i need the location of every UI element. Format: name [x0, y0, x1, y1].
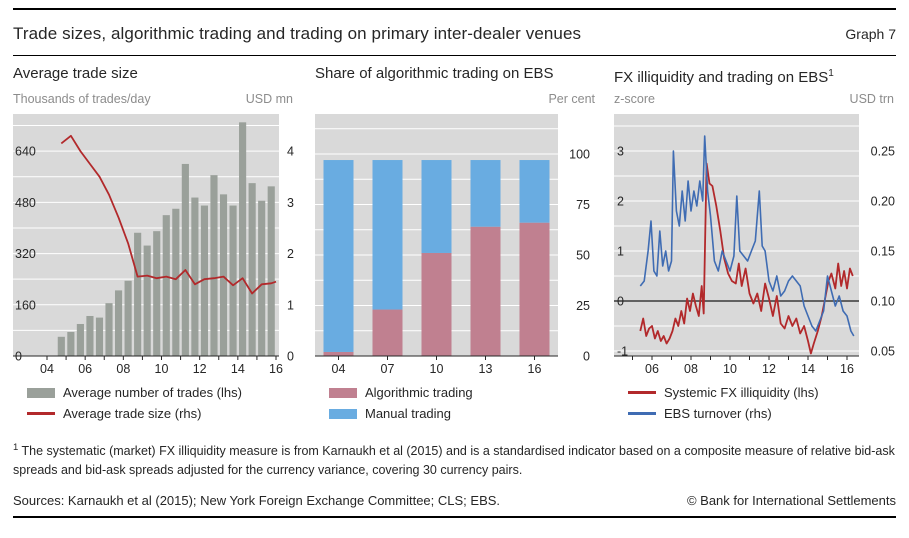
- svg-text:50: 50: [576, 248, 590, 262]
- panel-average-trade-size: Average trade size Thousands of trades/d…: [13, 64, 295, 424]
- copyright-text: © Bank for International Settlements: [686, 493, 896, 508]
- svg-text:160: 160: [15, 298, 36, 312]
- panel-fx-illiquidity: FX illiquidity and trading on EBS1 z-sco…: [614, 64, 896, 424]
- blue-bar-swatch-icon: [329, 408, 357, 419]
- axis-units-row: Per cent: [315, 92, 597, 110]
- legend-item: Systemic FX illiquidity (lhs): [628, 382, 896, 403]
- bottom-rule: [13, 516, 896, 518]
- title-divider: [13, 55, 896, 56]
- panel-title: Average trade size: [13, 65, 138, 82]
- left-axis-unit: z-score: [614, 92, 655, 106]
- svg-text:10: 10: [430, 362, 444, 376]
- svg-text:0.20: 0.20: [871, 195, 895, 209]
- right-axis-unit: Per cent: [548, 92, 595, 106]
- svg-text:12: 12: [762, 362, 776, 376]
- legend: Average number of trades (lhs) Average t…: [13, 382, 295, 424]
- legend-label: Systemic FX illiquidity (lhs): [664, 385, 819, 400]
- gray-bar-swatch-icon: [27, 387, 55, 398]
- svg-text:-1: -1: [617, 345, 628, 359]
- graph-number: Graph 7: [845, 26, 896, 42]
- svg-text:08: 08: [684, 362, 698, 376]
- svg-text:07: 07: [381, 362, 395, 376]
- svg-text:0.10: 0.10: [871, 295, 895, 309]
- svg-text:1: 1: [617, 245, 624, 259]
- legend-item: Average number of trades (lhs): [27, 382, 295, 403]
- svg-text:12: 12: [193, 362, 207, 376]
- svg-text:16: 16: [269, 362, 283, 376]
- svg-text:640: 640: [15, 145, 36, 159]
- footnote: 1 The systematic (market) FX illiquidity…: [13, 438, 897, 480]
- svg-text:10: 10: [155, 362, 169, 376]
- legend: Systemic FX illiquidity (lhs) EBS turnov…: [614, 382, 896, 424]
- svg-text:2: 2: [617, 195, 624, 209]
- legend-label: Average trade size (rhs): [63, 406, 202, 421]
- axis-units-row: Thousands of trades/day USD mn: [13, 92, 295, 110]
- svg-text:75: 75: [576, 198, 590, 212]
- sources-text: Sources: Karnaukh et al (2015); New York…: [13, 493, 501, 508]
- title-row: Trade sizes, algorithmic trading and tra…: [13, 24, 896, 44]
- svg-text:0: 0: [583, 350, 590, 364]
- panel-title: FX illiquidity and trading on EBS1: [614, 64, 896, 88]
- svg-text:3: 3: [287, 196, 294, 210]
- svg-text:08: 08: [116, 362, 130, 376]
- svg-text:0.15: 0.15: [871, 245, 895, 259]
- svg-text:16: 16: [528, 362, 542, 376]
- svg-text:04: 04: [332, 362, 346, 376]
- stacked-bar-chart-algorithmic-share: 04 07 10 13 16 0 25 50 75 100: [315, 114, 590, 376]
- red-line-swatch-icon: [628, 391, 656, 394]
- panel-title: Share of algorithmic trading on EBS: [315, 65, 554, 82]
- svg-text:100: 100: [569, 147, 590, 161]
- svg-text:0: 0: [287, 350, 294, 364]
- panel-title-text: FX illiquidity and trading on EBS: [614, 69, 829, 86]
- svg-text:320: 320: [15, 247, 36, 261]
- panel-algorithmic-trading-share: Share of algorithmic trading on EBS Per …: [315, 64, 597, 424]
- pink-bar-swatch-icon: [329, 387, 357, 398]
- svg-text:06: 06: [645, 362, 659, 376]
- svg-text:2: 2: [287, 247, 294, 261]
- right-axis-unit: USD trn: [849, 92, 894, 106]
- legend-item: Manual trading: [329, 403, 597, 424]
- axis-units-row: z-score USD trn: [614, 92, 896, 110]
- blue-line-swatch-icon: [628, 412, 656, 415]
- footer-row: Sources: Karnaukh et al (2015); New York…: [13, 493, 896, 508]
- legend-item: Average trade size (rhs): [27, 403, 295, 424]
- legend-label: Average number of trades (lhs): [63, 385, 242, 400]
- svg-text:16: 16: [840, 362, 854, 376]
- legend-item: EBS turnover (rhs): [628, 403, 896, 424]
- svg-text:10: 10: [723, 362, 737, 376]
- svg-text:14: 14: [801, 362, 815, 376]
- svg-text:0: 0: [15, 350, 22, 364]
- legend-label: EBS turnover (rhs): [664, 406, 772, 421]
- footnote-marker: 1: [828, 68, 834, 79]
- page-title: Trade sizes, algorithmic trading and tra…: [13, 24, 582, 43]
- legend-label: Algorithmic trading: [365, 385, 473, 400]
- svg-text:04: 04: [40, 362, 54, 376]
- svg-text:06: 06: [78, 362, 92, 376]
- svg-text:13: 13: [479, 362, 493, 376]
- svg-text:25: 25: [576, 299, 590, 313]
- top-rule: [13, 8, 896, 10]
- legend-label: Manual trading: [365, 406, 451, 421]
- svg-text:14: 14: [231, 362, 245, 376]
- svg-text:4: 4: [287, 145, 294, 159]
- svg-text:0.25: 0.25: [871, 145, 895, 159]
- footnote-text: The systematic (market) FX illiquidity m…: [13, 444, 895, 478]
- legend: Algorithmic trading Manual trading: [315, 382, 597, 424]
- red-line-swatch-icon: [27, 412, 55, 415]
- legend-item: Algorithmic trading: [329, 382, 597, 403]
- svg-text:0: 0: [617, 295, 624, 309]
- footnote-marker: 1: [13, 442, 19, 453]
- svg-text:3: 3: [617, 145, 624, 159]
- svg-text:1: 1: [287, 298, 294, 312]
- right-axis-unit: USD mn: [245, 92, 293, 106]
- left-axis-unit: Thousands of trades/day: [13, 92, 151, 106]
- svg-text:480: 480: [15, 196, 36, 210]
- svg-text:0.05: 0.05: [871, 345, 895, 359]
